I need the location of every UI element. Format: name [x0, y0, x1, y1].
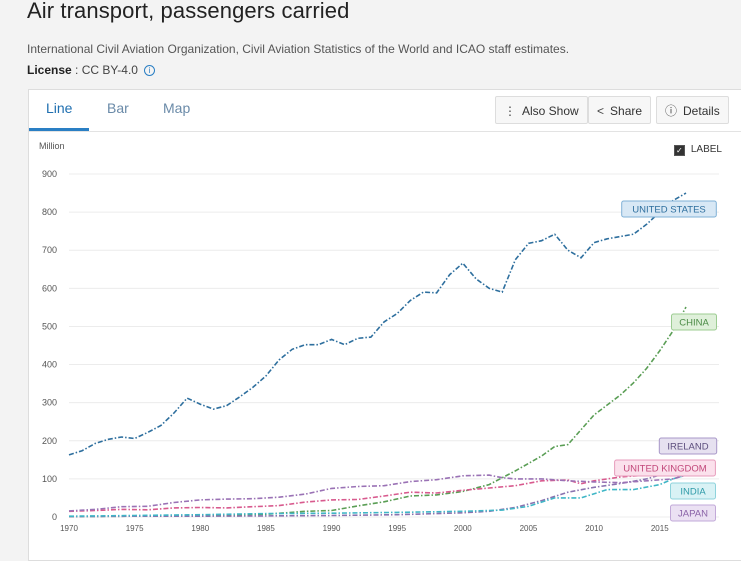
info-icon[interactable]: i	[143, 65, 155, 76]
series-label-japan: JAPAN	[678, 509, 708, 520]
series-line-japan	[68, 474, 687, 512]
x-tick-label: 1990	[323, 524, 341, 533]
tab-bar[interactable]: Bar	[107, 100, 129, 116]
series-label-united-states: UNITED STATES	[632, 205, 706, 216]
x-tick-label: 2000	[454, 524, 472, 533]
y-tick-label: 300	[42, 398, 57, 408]
source-note: International Civil Aviation Organizatio…	[27, 42, 570, 56]
details-label: Details	[683, 104, 720, 118]
series-label-box-united-states	[621, 200, 717, 218]
details-button[interactable]: ⓘ Details	[656, 96, 729, 124]
series-line-china	[68, 306, 687, 518]
series-line-united-states	[68, 192, 687, 456]
x-tick-label: 1975	[126, 524, 144, 533]
series-line-india	[68, 474, 687, 517]
series-label-box-india	[670, 482, 716, 500]
series-label-united-kingdom: UNITED KINGDOM	[623, 464, 706, 475]
line-chart: 0 100 200 300 400 500 600 700 800 900 1970 1975 1980…	[42, 169, 719, 533]
y-tick-label: 500	[42, 321, 57, 331]
also-show-label: Also Show	[522, 104, 579, 118]
license-line: License : CC BY-4.0 i	[27, 63, 155, 77]
x-tick-label: 2015	[651, 524, 669, 533]
label-toggle[interactable]: ✓ LABEL	[673, 144, 722, 156]
page-title: Air transport, passengers carried	[27, 0, 350, 23]
y-tick-label: 700	[42, 245, 57, 255]
license-value: : CC BY-4.0	[75, 63, 138, 77]
y-tick-label: 100	[42, 474, 57, 484]
series-label-box-china	[671, 313, 717, 331]
series-label-china: CHINA	[679, 318, 709, 329]
series-label-india: INDIA	[680, 487, 706, 498]
series-label-ireland: IRELAND	[667, 442, 708, 453]
tab-line[interactable]: Line	[46, 100, 73, 116]
y-axis-unit: Million	[39, 141, 65, 151]
series-label-box-united-kingdom	[614, 459, 716, 477]
x-tick-label: 2005	[520, 524, 538, 533]
series-label-box-ireland	[658, 437, 718, 455]
share-icon: <	[597, 104, 605, 118]
checkbox-icon[interactable]: ✓	[673, 145, 685, 156]
x-tick-label: 1970	[60, 524, 78, 533]
x-tick-label: 1995	[388, 524, 406, 533]
y-tick-label: 400	[42, 360, 57, 370]
info-circle-icon: ⓘ	[665, 104, 678, 118]
tab-map[interactable]: Map	[163, 100, 191, 116]
y-tick-label: 600	[42, 283, 57, 293]
chart-card: Line Bar Map ⋮ Also Show < Share ⓘ Details …	[28, 89, 741, 561]
series-label-box-japan	[670, 504, 716, 522]
share-label: Share	[610, 104, 643, 118]
x-tick-label: 2010	[585, 524, 603, 533]
share-button[interactable]: < Share	[588, 96, 652, 124]
kebab-icon: ⋮	[504, 104, 516, 118]
y-tick-label: 200	[42, 436, 57, 446]
y-tick-label: 800	[42, 207, 57, 217]
also-show-button[interactable]: ⋮ Also Show	[495, 96, 588, 124]
x-tick-label: 1985	[257, 524, 275, 533]
y-tick-label: 900	[42, 169, 57, 179]
series-line-ireland	[68, 459, 687, 518]
active-tab-indicator	[29, 128, 89, 131]
y-tick-label: 0	[52, 512, 57, 522]
label-toggle-text: LABEL	[690, 144, 722, 155]
x-tick-label: 1980	[191, 524, 209, 533]
license-label: License	[27, 63, 72, 77]
tab-bar: Line Bar Map ⋮ Also Show < Share ⓘ Details	[29, 90, 741, 132]
